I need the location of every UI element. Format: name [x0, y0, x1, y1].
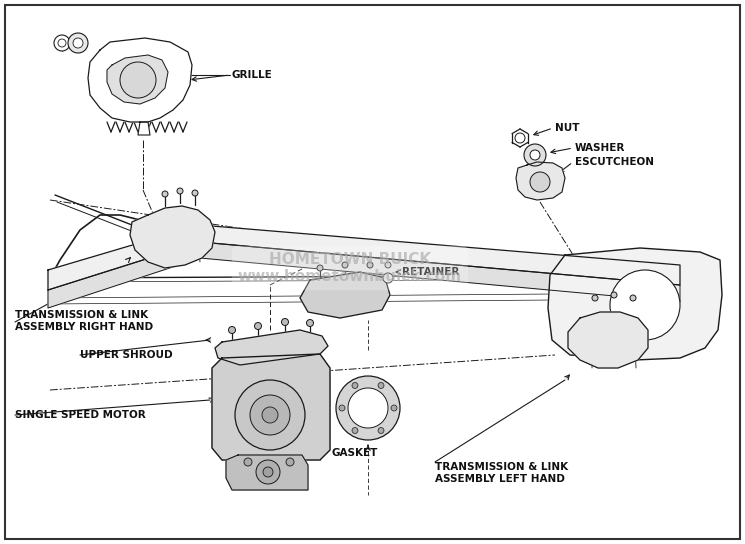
- Polygon shape: [48, 225, 680, 290]
- Circle shape: [255, 323, 261, 330]
- Polygon shape: [215, 330, 328, 365]
- Text: UPPER SHROUD: UPPER SHROUD: [80, 350, 173, 360]
- Text: ESCUTCHEON: ESCUTCHEON: [575, 157, 654, 167]
- Circle shape: [256, 460, 280, 484]
- Circle shape: [530, 150, 540, 160]
- Text: WASHER: WASHER: [575, 143, 625, 153]
- Text: NUT: NUT: [555, 123, 580, 133]
- Circle shape: [367, 262, 373, 268]
- Circle shape: [177, 188, 183, 194]
- Circle shape: [530, 172, 550, 192]
- Polygon shape: [88, 38, 192, 122]
- Circle shape: [58, 39, 66, 47]
- Circle shape: [68, 33, 88, 53]
- Text: HOMETOWN BUICK
www.hometownbuick.com: HOMETOWN BUICK www.hometownbuick.com: [238, 252, 462, 284]
- Polygon shape: [548, 248, 722, 360]
- Text: GRILLE: GRILLE: [232, 70, 273, 80]
- Circle shape: [229, 326, 235, 333]
- Circle shape: [235, 380, 305, 450]
- Text: TRANSMISSION & LINK
ASSEMBLY RIGHT HAND: TRANSMISSION & LINK ASSEMBLY RIGHT HAND: [15, 310, 153, 332]
- Text: SINGLE SPEED MOTOR: SINGLE SPEED MOTOR: [15, 410, 146, 420]
- Polygon shape: [300, 272, 390, 318]
- Circle shape: [286, 458, 294, 466]
- Circle shape: [73, 38, 83, 48]
- Circle shape: [54, 35, 70, 51]
- Circle shape: [120, 62, 156, 98]
- Circle shape: [378, 382, 384, 388]
- Circle shape: [306, 319, 314, 326]
- Circle shape: [378, 428, 384, 434]
- Circle shape: [339, 405, 345, 411]
- Circle shape: [282, 318, 288, 325]
- Circle shape: [348, 388, 388, 428]
- Polygon shape: [130, 206, 215, 268]
- Circle shape: [352, 428, 358, 434]
- Circle shape: [352, 382, 358, 388]
- Polygon shape: [107, 55, 168, 104]
- Polygon shape: [212, 354, 330, 460]
- Polygon shape: [48, 242, 680, 308]
- Circle shape: [630, 295, 636, 301]
- Circle shape: [317, 265, 323, 271]
- Circle shape: [383, 273, 393, 283]
- Circle shape: [336, 376, 400, 440]
- Polygon shape: [138, 122, 150, 135]
- Polygon shape: [568, 312, 648, 368]
- Circle shape: [262, 407, 278, 423]
- Circle shape: [611, 292, 617, 298]
- Text: TRANSMISSION & LINK
ASSEMBLY LEFT HAND: TRANSMISSION & LINK ASSEMBLY LEFT HAND: [435, 462, 568, 484]
- Text: GASKET: GASKET: [332, 448, 378, 458]
- Circle shape: [342, 262, 348, 268]
- Circle shape: [391, 405, 397, 411]
- Circle shape: [162, 191, 168, 197]
- Polygon shape: [226, 455, 308, 490]
- Polygon shape: [516, 162, 565, 200]
- Circle shape: [515, 133, 525, 143]
- Circle shape: [524, 144, 546, 166]
- Circle shape: [244, 458, 252, 466]
- Circle shape: [192, 190, 198, 196]
- Circle shape: [250, 395, 290, 435]
- Circle shape: [592, 295, 598, 301]
- Circle shape: [610, 270, 680, 340]
- Circle shape: [263, 467, 273, 477]
- Circle shape: [385, 262, 391, 268]
- Text: RETAINER: RETAINER: [402, 267, 460, 277]
